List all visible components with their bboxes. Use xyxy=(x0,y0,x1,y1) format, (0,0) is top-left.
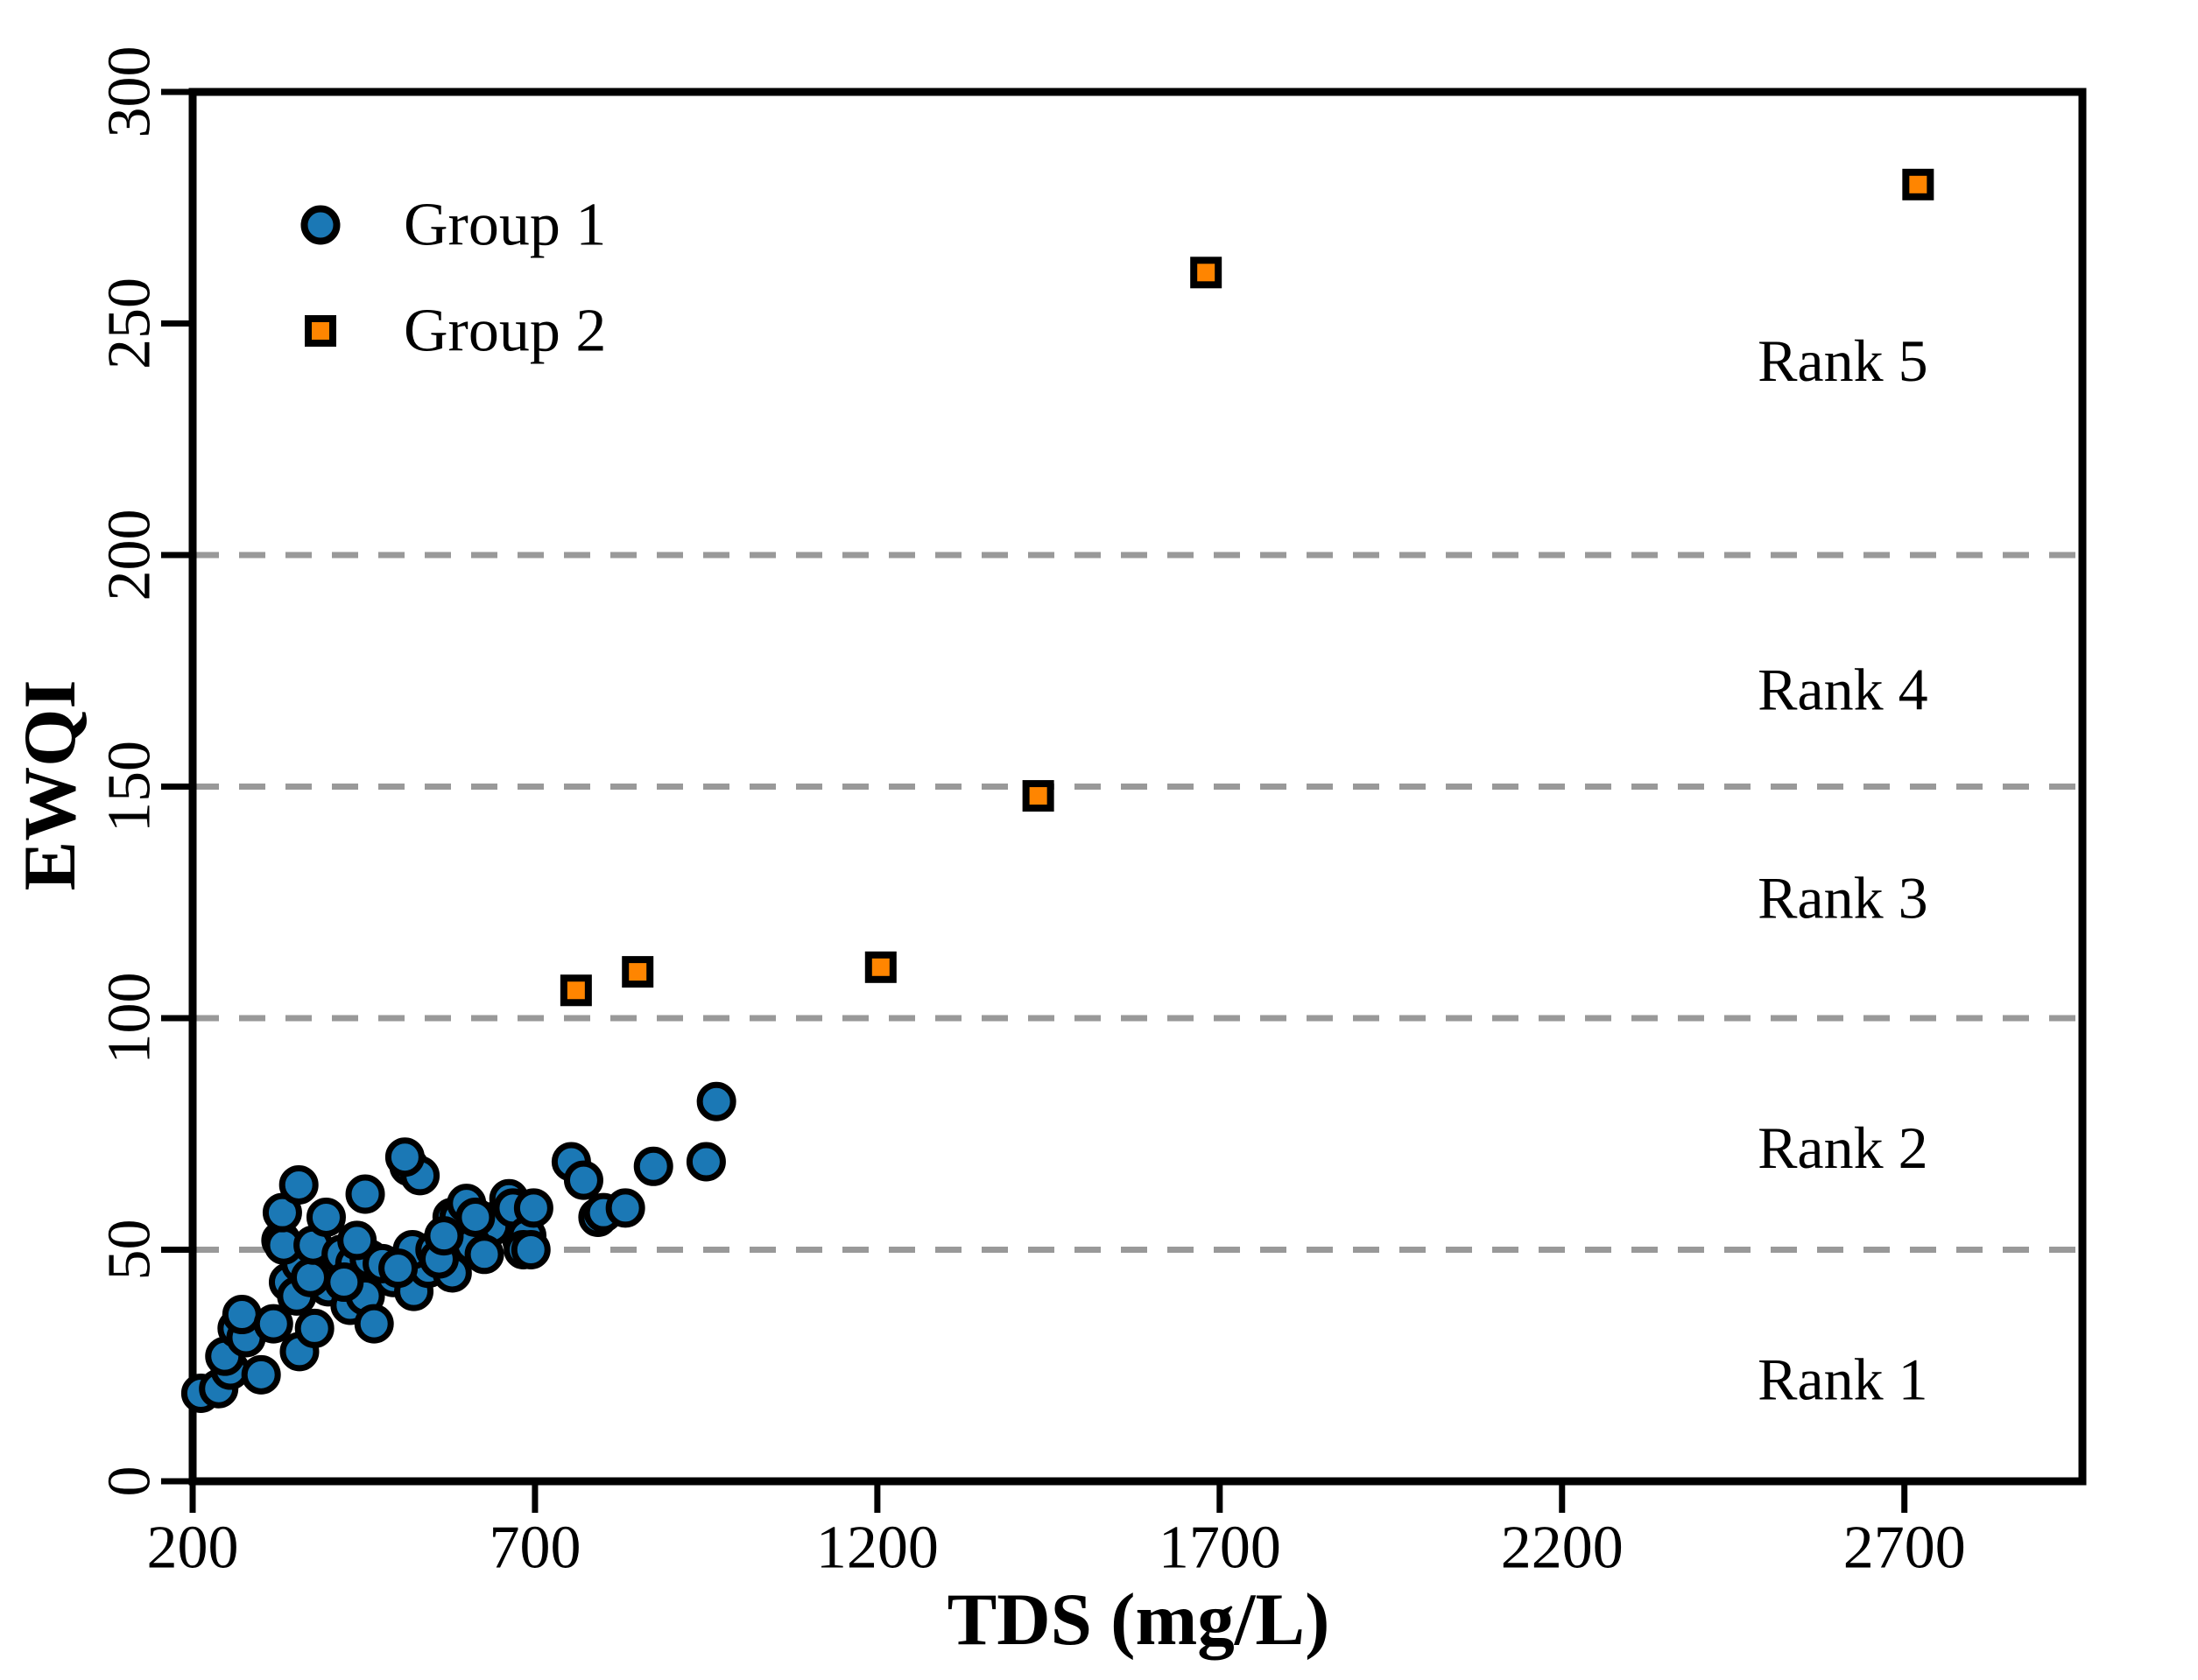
data-point-group-1 xyxy=(424,1216,464,1256)
rank-label: Rank 5 xyxy=(1758,327,1928,394)
plot-border xyxy=(188,88,2087,1486)
data-point-group-1 xyxy=(294,1308,335,1348)
data-point-group-1 xyxy=(306,1197,346,1237)
data-point-group-1 xyxy=(511,1230,551,1269)
y-tick-label: 100 xyxy=(96,973,164,1065)
data-point-group-2 xyxy=(1902,168,1934,200)
y-tick-label: 200 xyxy=(96,510,164,601)
data-point-group-1 xyxy=(686,1142,726,1182)
data-point-group-2 xyxy=(1190,257,1222,289)
data-point-group-1 xyxy=(455,1197,496,1237)
gridlines-layer xyxy=(193,552,2082,1253)
legend-label-group2: Group 2 xyxy=(404,298,606,365)
annotations-layer: Rank 5 Rank 4 Rank 3 Rank 2 Rank 1 xyxy=(1758,327,1928,1413)
y-tick-label: 150 xyxy=(96,741,164,833)
data-point-group-1 xyxy=(605,1188,645,1228)
rank-label: Rank 1 xyxy=(1758,1346,1928,1413)
data-point-group-1 xyxy=(563,1160,603,1200)
data-point-group-1 xyxy=(384,1137,425,1177)
data-point-group-1 xyxy=(222,1295,262,1335)
legend-marker-group2-icon xyxy=(305,315,336,347)
data-point-group-1 xyxy=(378,1248,419,1289)
x-tick-label: 2200 xyxy=(1501,1515,1624,1582)
legend: Group 1 Group 2 xyxy=(300,192,606,365)
rank-label: Rank 4 xyxy=(1758,656,1928,722)
y-axis-title: EWQI xyxy=(9,680,91,891)
data-point-group-1 xyxy=(278,1164,319,1205)
data-point-group-1 xyxy=(337,1220,377,1261)
data-point-group-1 xyxy=(345,1174,385,1214)
data-point-group-2 xyxy=(622,956,654,988)
data-point-group-1 xyxy=(696,1081,736,1121)
data-point-group-1 xyxy=(513,1188,553,1228)
x-tick-label: 2700 xyxy=(1843,1515,1966,1582)
data-point-group-1 xyxy=(241,1354,281,1395)
data-point-group-1 xyxy=(633,1146,673,1186)
data-point-group-1 xyxy=(290,1257,330,1297)
data-point-group-1 xyxy=(262,1192,302,1233)
rank-label: Rank 2 xyxy=(1758,1114,1928,1181)
x-tick-label: 1700 xyxy=(1159,1515,1281,1582)
data-point-group-2 xyxy=(1022,780,1054,812)
x-axis-title: TDS (mg/L) xyxy=(948,1578,1330,1661)
x-tick-label: 200 xyxy=(147,1515,239,1582)
y-tick-label: 300 xyxy=(96,46,164,138)
x-tick-label: 1200 xyxy=(816,1515,939,1582)
data-point-group-1 xyxy=(464,1234,504,1275)
legend-marker-group1-icon xyxy=(300,205,341,245)
data-point-group-1 xyxy=(324,1262,364,1303)
x-tick-label: 700 xyxy=(489,1515,581,1582)
y-tick-label: 250 xyxy=(96,278,164,369)
data-point-group-1 xyxy=(354,1304,394,1344)
data-point-group-1 xyxy=(253,1304,293,1344)
rank-label: Rank 3 xyxy=(1758,864,1928,931)
y-tick-label: 0 xyxy=(96,1466,164,1497)
legend-label-group1: Group 1 xyxy=(404,192,606,259)
ticks-layer: 200 700 1200 1700 2200 2700 0 50 100 150 200 250 300 xyxy=(96,46,1966,1582)
data-points-layer xyxy=(180,168,1934,1413)
y-tick-label: 50 xyxy=(96,1220,164,1281)
data-point-group-2 xyxy=(864,951,897,983)
data-point-group-2 xyxy=(560,974,592,1007)
